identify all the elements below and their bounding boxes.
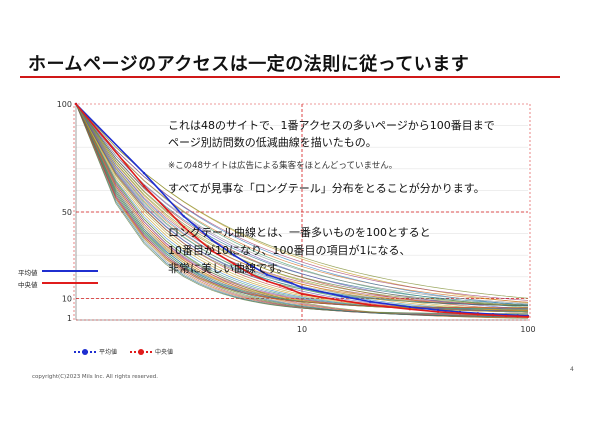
series-point [516, 315, 519, 318]
legend-label-median: 中央値 [155, 349, 174, 356]
side-label-median: 中央値 [18, 281, 38, 289]
note-line-1: これは48のサイトで、1番アクセスの多いページから100番目まで [168, 119, 495, 132]
series-point [476, 313, 480, 316]
series-point [436, 310, 440, 313]
series-point [368, 303, 372, 307]
y-tick-label: 50 [62, 208, 72, 217]
series-point [290, 288, 293, 291]
series-point [232, 254, 236, 257]
page-number: 4 [570, 366, 574, 373]
x-tick-label: 100 [520, 325, 535, 334]
series-point [142, 184, 146, 188]
series-point [368, 300, 372, 303]
series-point [182, 225, 186, 229]
series-point [458, 312, 462, 315]
series-point [278, 284, 282, 287]
site-curve [75, 103, 528, 314]
series-line [75, 103, 529, 317]
site-curve [75, 103, 529, 318]
legend-label-average: 平均値 [99, 349, 118, 356]
y-tick-label: 10 [62, 294, 72, 303]
legend-swatch-average [74, 348, 96, 355]
slide-title: ホームページのアクセスは一定の法則に従っています [28, 54, 470, 75]
x-tick-label: 10 [297, 325, 307, 334]
site-curve [75, 103, 528, 309]
series-point [290, 282, 293, 285]
note-line-3: すべてが見事な「ロングテール」分布をとることが分かります。 [168, 182, 485, 195]
side-label-average: 平均値 [18, 269, 38, 277]
site-curve [75, 103, 529, 299]
series-point [250, 273, 254, 276]
y-tick-label: 1 [67, 314, 72, 323]
site-curve [75, 103, 529, 303]
title-underline [20, 76, 560, 78]
series-point [232, 262, 236, 266]
note-remark: ※この48サイトは広告による集客をほとんどっていません。 [168, 161, 398, 171]
site-curve [75, 103, 529, 306]
series-point [278, 277, 282, 281]
site-curve [75, 103, 528, 309]
series-line [75, 103, 529, 318]
series-point [142, 171, 146, 175]
series-point [491, 314, 495, 317]
series-point [504, 314, 508, 318]
series-point [408, 305, 412, 309]
series-point [210, 238, 214, 242]
site-curve [75, 103, 529, 313]
series-point [300, 286, 304, 289]
legend-item-average: 平均値 [74, 347, 117, 356]
copyright-footer: copyright(C)2023 Mils Inc. All rights re… [32, 374, 158, 380]
note-line-4: ロングテール曲線とは、一番多いものを100とすると [168, 226, 431, 239]
series-point [210, 249, 214, 253]
note-line-2: ページ別訪問数の低減曲線を描いたもの。 [168, 136, 377, 149]
series-point [436, 308, 440, 312]
series-point [250, 264, 254, 268]
note-line-5: 10番目が10になり、100番目の項目が1になる、 [168, 244, 411, 257]
y-tick-label: 100 [57, 100, 72, 109]
note-line-6: 非常に美しい曲線です。 [168, 262, 288, 275]
site-curve [75, 103, 529, 301]
series-point [182, 215, 186, 218]
site-curve [75, 103, 529, 306]
legend-swatch-median [130, 348, 152, 355]
site-curve [75, 103, 529, 304]
series-point [265, 273, 269, 276]
series-point [74, 102, 78, 106]
series-point [340, 299, 343, 302]
series-point [408, 308, 412, 311]
series-point [265, 279, 269, 283]
legend-item-median: 中央値 [130, 347, 173, 356]
series-point [300, 292, 304, 296]
series-point [340, 295, 343, 298]
series-point [526, 315, 530, 318]
